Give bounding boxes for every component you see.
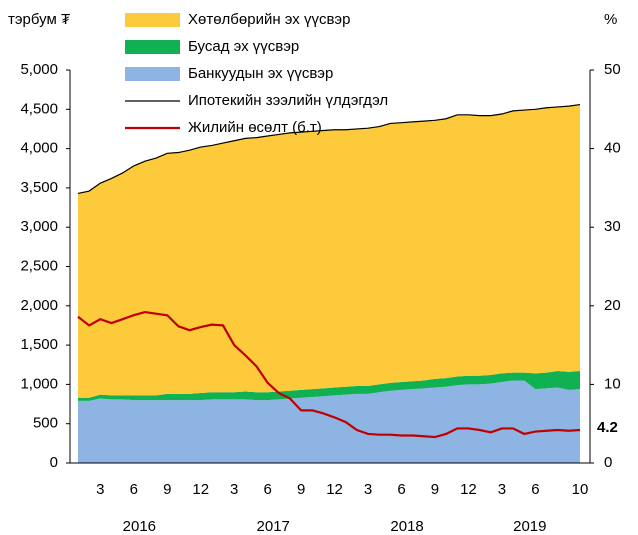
legend-swatch <box>125 13 180 27</box>
x-tick-label: 9 <box>431 481 439 498</box>
y2-tick-label: 20 <box>604 297 621 314</box>
legend-label: Хөтөлбөрийн эх үүсвэр <box>188 11 350 28</box>
x-tick-label: 12 <box>192 481 209 498</box>
legend-label: Ипотекийн зээлийн үлдэгдэл <box>188 92 388 109</box>
y-tick-label: 3,500 <box>20 179 58 196</box>
year-label: 2016 <box>123 518 156 535</box>
legend-label: Банкуудын эх үүсвэр <box>188 65 333 82</box>
y-tick-label: 2,500 <box>20 257 58 274</box>
y2-tick-label: 30 <box>604 218 621 235</box>
x-tick-label: 3 <box>364 481 372 498</box>
x-tick-label: 3 <box>96 481 104 498</box>
y2-tick-label: 50 <box>604 61 621 78</box>
y-tick-label: 4,000 <box>20 140 58 157</box>
y-tick-label: 1,000 <box>20 375 58 392</box>
x-tick-label: 6 <box>531 481 539 498</box>
y-tick-label: 0 <box>50 454 58 471</box>
x-tick-label: 9 <box>163 481 171 498</box>
legend-label: Бусад эх үүсвэр <box>188 38 299 55</box>
line <box>77 310 581 439</box>
x-tick-label: 12 <box>460 481 477 498</box>
year-label: 2017 <box>257 518 290 535</box>
x-tick-label: 12 <box>326 481 343 498</box>
y-unit-label: тэрбум ₮ <box>8 11 70 28</box>
area <box>78 380 580 463</box>
data-label: 4.2 <box>597 419 618 436</box>
y-tick-label: 500 <box>33 415 58 432</box>
y-tick-label: 3,000 <box>20 218 58 235</box>
y-tick-label: 5,000 <box>20 61 58 78</box>
plot-area <box>77 103 581 463</box>
year-label: 2019 <box>513 518 546 535</box>
y2-tick-label: 10 <box>604 375 621 392</box>
y-tick-label: 4,500 <box>20 100 58 117</box>
legend-swatch <box>125 67 180 81</box>
y2-tick-label: 0 <box>604 454 612 471</box>
x-tick-label: 3 <box>230 481 238 498</box>
year-label: 2018 <box>390 518 423 535</box>
area <box>78 371 580 401</box>
x-tick-label: 9 <box>297 481 305 498</box>
x-tick-label: 6 <box>397 481 405 498</box>
x-tick-label: 6 <box>130 481 138 498</box>
legend-swatch <box>125 40 180 54</box>
y-tick-label: 1,500 <box>20 336 58 353</box>
x-tick-label: 6 <box>263 481 271 498</box>
area <box>78 104 580 398</box>
line <box>77 103 581 194</box>
x-tick-label: 3 <box>498 481 506 498</box>
y2-tick-label: 40 <box>604 140 621 157</box>
x-tick-label: 10 <box>572 481 589 498</box>
legend-label: Жилийн өсөлт (б.т) <box>188 119 322 136</box>
y2-unit-label: % <box>604 11 617 28</box>
y-tick-label: 2,000 <box>20 297 58 314</box>
